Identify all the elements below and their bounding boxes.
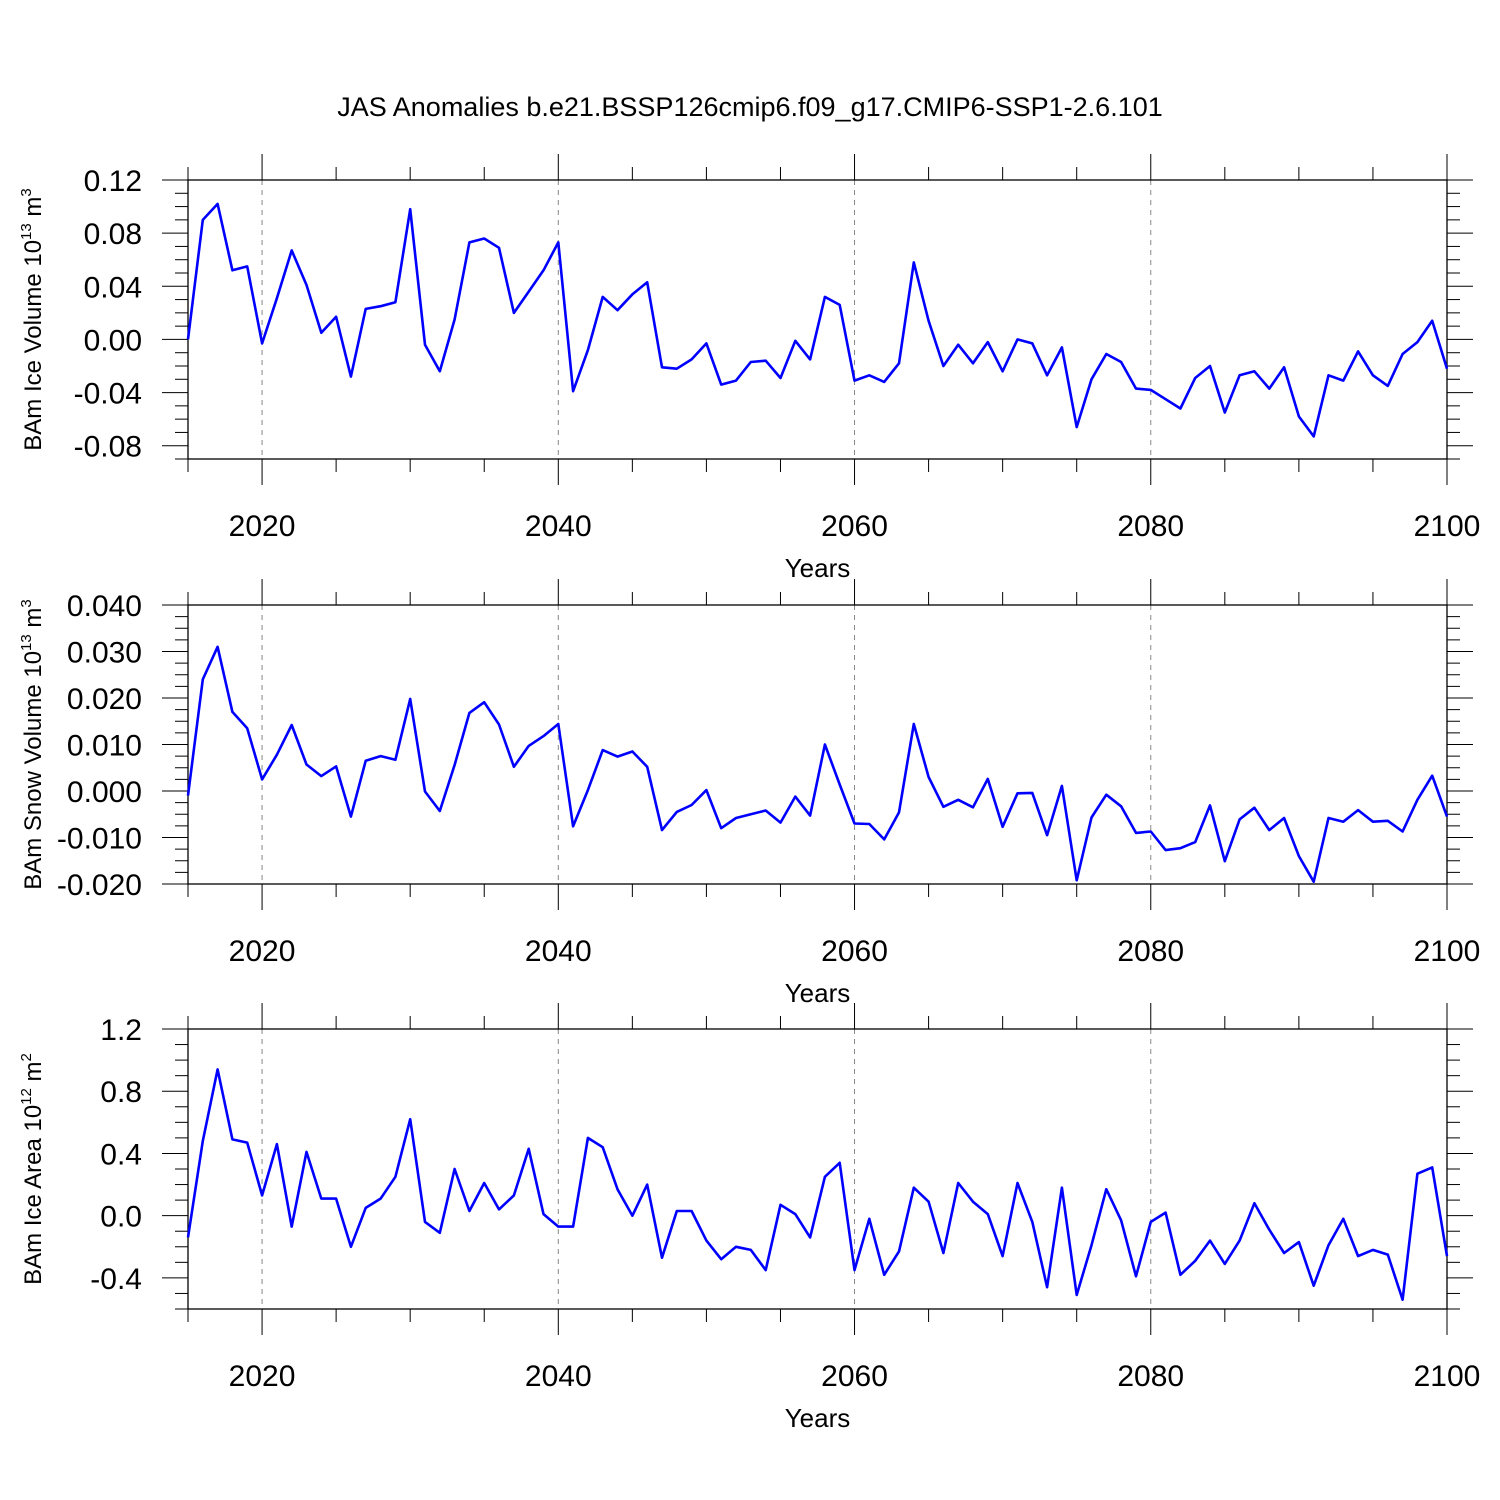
y-tick-label: -0.08 bbox=[74, 431, 142, 464]
panel-2: -0.020 -0.010 0.000 0.010 0.020 0.030 0.040 202… bbox=[18, 579, 1480, 1008]
x-tick-label: 2060 bbox=[821, 1360, 888, 1393]
y-tick-label: 0.010 bbox=[67, 730, 142, 763]
x-tick-label: 2040 bbox=[525, 510, 592, 543]
y-tick-label: 1.2 bbox=[100, 1014, 142, 1047]
x-axis-label: Years bbox=[785, 978, 851, 1008]
y-tick-label: -0.4 bbox=[90, 1263, 142, 1296]
data-series-line bbox=[186, 202, 1449, 438]
x-tick-label: 2020 bbox=[229, 1360, 296, 1393]
x-tick-label: 2060 bbox=[821, 510, 888, 543]
y-tick-label: 0.4 bbox=[100, 1138, 142, 1171]
y-tick-label: -0.020 bbox=[57, 869, 142, 902]
chart-title: JAS Anomalies b.e21.BSSP126cmip6.f09_g17… bbox=[337, 92, 1163, 122]
y-axis-label: BAm Snow Volume 1013 m3 bbox=[18, 599, 47, 890]
y-tick-label: 0.04 bbox=[84, 271, 142, 304]
x-tick-label: 2060 bbox=[821, 935, 888, 968]
plot-frame bbox=[187, 179, 1448, 460]
y-tick-label: 0.08 bbox=[84, 218, 142, 251]
y-tick-label: -0.04 bbox=[74, 378, 142, 411]
y-tick-label: 0.000 bbox=[67, 776, 142, 809]
x-tick-label: 2100 bbox=[1414, 1360, 1481, 1393]
x-tick-label: 2080 bbox=[1117, 935, 1184, 968]
y-tick-label: 0.040 bbox=[67, 590, 142, 623]
x-tick-label: 2020 bbox=[229, 935, 296, 968]
y-tick-label: 0.8 bbox=[100, 1076, 142, 1109]
y-tick-label: -0.010 bbox=[57, 823, 142, 856]
y-axis-label: BAm Ice Area 1012 m2 bbox=[18, 1053, 47, 1285]
y-tick-label: 0.030 bbox=[67, 637, 142, 670]
y-tick-label: 0.00 bbox=[84, 324, 142, 357]
x-tick-label: 2100 bbox=[1414, 510, 1481, 543]
panel-3: -0.4 0.0 0.4 0.8 1.2 2020 2040 2060 2080 2100 Year… bbox=[18, 1003, 1480, 1433]
y-axis-label: BAm Ice Volume 1013 m3 bbox=[18, 188, 47, 450]
x-tick-label: 2040 bbox=[525, 935, 592, 968]
y-tick-label: 0.12 bbox=[84, 165, 142, 198]
x-tick-label: 2080 bbox=[1117, 510, 1184, 543]
x-tick-label: 2020 bbox=[229, 510, 296, 543]
plot-frame bbox=[187, 604, 1448, 885]
panel-1: -0.08 -0.04 0.00 0.04 0.08 0.12 2020 2040 2060 20… bbox=[18, 154, 1480, 583]
data-series-line bbox=[186, 1068, 1449, 1301]
data-series-line bbox=[186, 645, 1449, 884]
x-axis-label: Years bbox=[785, 553, 851, 583]
x-axis-label: Years bbox=[785, 1403, 851, 1433]
x-tick-label: 2100 bbox=[1414, 935, 1481, 968]
x-tick-label: 2040 bbox=[525, 1360, 592, 1393]
y-tick-label: 0.0 bbox=[100, 1201, 142, 1234]
plot-frame bbox=[187, 1028, 1448, 1310]
y-tick-label: 0.020 bbox=[67, 683, 142, 716]
x-tick-label: 2080 bbox=[1117, 1360, 1184, 1393]
